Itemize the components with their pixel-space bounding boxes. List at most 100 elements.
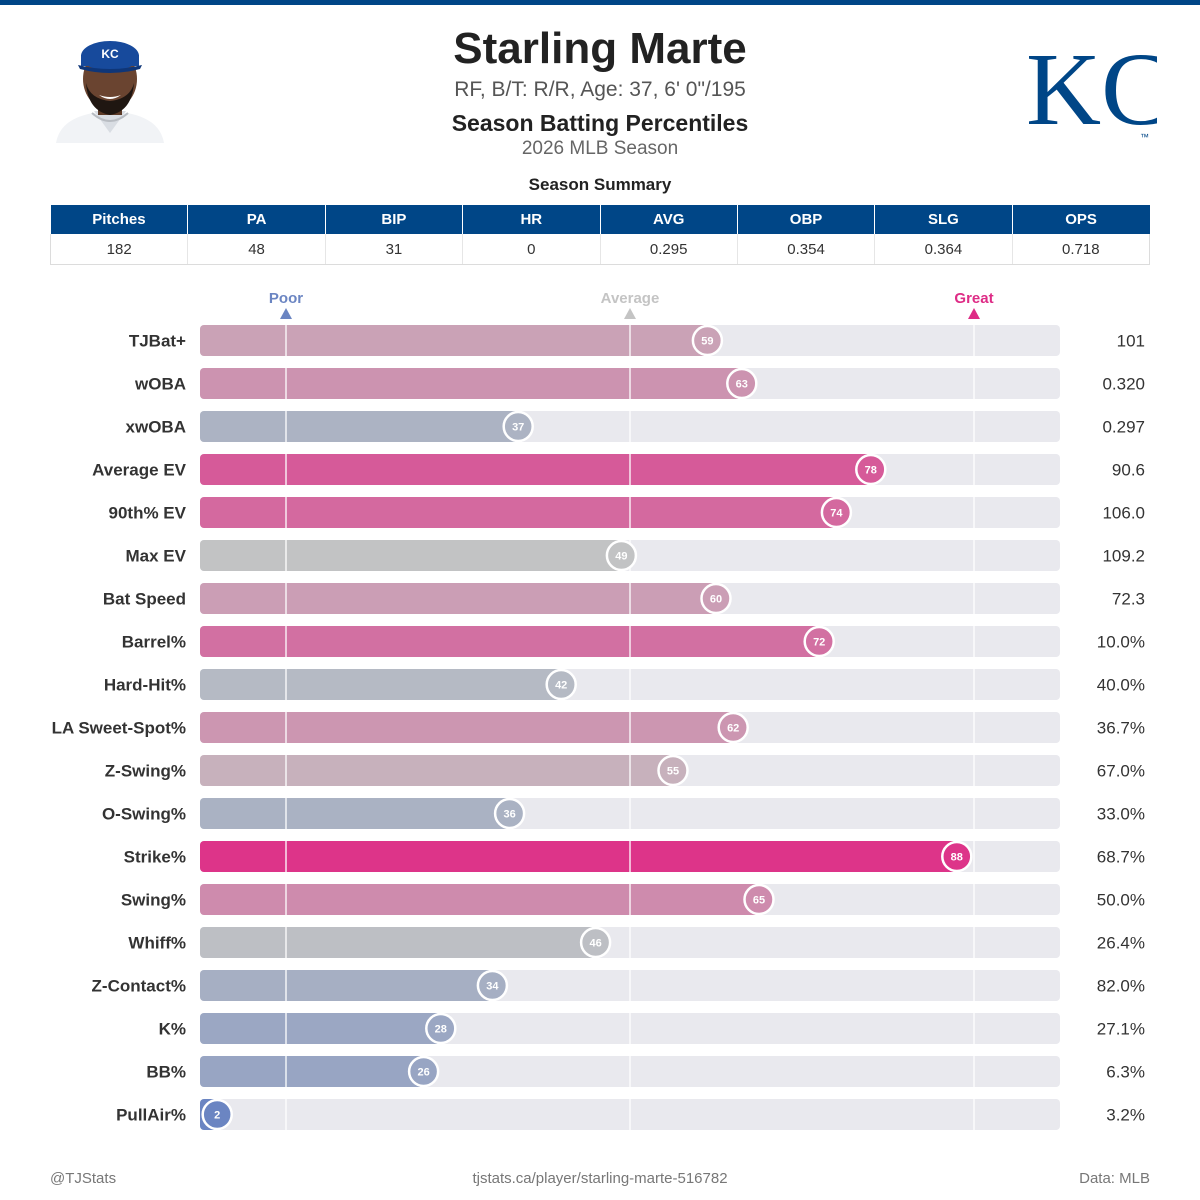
marker-triangle-average: [624, 308, 636, 319]
percentile-label: 34: [486, 981, 499, 993]
summary-header-cell: Pitches: [50, 205, 189, 234]
metric-label: xwOBA: [126, 418, 186, 437]
bar-fill: [200, 411, 519, 442]
percentile-label: 36: [503, 809, 515, 821]
percentile-badge: [579, 926, 612, 959]
stat-value: 0.320: [1102, 375, 1145, 394]
bar-fill: [200, 669, 562, 700]
stat-value: 33.0%: [1097, 805, 1145, 824]
bar-fill: [200, 540, 622, 571]
marker-label-average: Average: [601, 290, 660, 307]
summary-header-cell: PA: [187, 205, 326, 234]
player-bio: RF, B/T: R/R, Age: 37, 6' 0"/195: [454, 78, 746, 101]
summary-title: Season Summary: [528, 175, 672, 194]
footer-handle: @TJStats: [50, 1170, 117, 1187]
bar-fill: [200, 583, 716, 614]
marker-label-great: Great: [954, 290, 993, 307]
summary-header-cell: OBP: [737, 205, 876, 234]
percentile-badge: [407, 1055, 440, 1088]
percentile-badge: [545, 668, 577, 701]
percentile-badge: [726, 367, 758, 400]
percentile-chart: Poor Average Great TJBat+ 59 101 wOBA 63 0.320 xw…: [0, 280, 1200, 1155]
summary-header-cell: BIP: [325, 205, 464, 234]
metric-label: LA Sweet-Spot%: [52, 719, 186, 738]
metric-label: Hard-Hit%: [104, 676, 186, 695]
stat-value: 6.3%: [1106, 1063, 1145, 1082]
percentile-label: 63: [736, 379, 748, 391]
percentile-label: 60: [710, 594, 722, 606]
stat-value: 109.2: [1102, 547, 1145, 566]
summary-header-cell: SLG: [874, 205, 1013, 234]
percentile-badge: [820, 496, 853, 529]
summary-value-cell: 182: [49, 234, 189, 265]
stat-value: 72.3: [1112, 590, 1145, 609]
percentile-label: 26: [417, 1067, 429, 1079]
percentile-label: 62: [727, 723, 739, 735]
metric-label: wOBA: [134, 375, 186, 394]
metric-label: Z-Swing%: [105, 762, 186, 781]
percentile-label: 72: [813, 637, 825, 649]
footer-source: Data: MLB: [1079, 1170, 1150, 1187]
stat-value: 106.0: [1102, 504, 1145, 523]
summary-header-row: Pitches PA BIP HR AVG OBP SLG OPS: [50, 205, 1150, 234]
bar-fill: [200, 1056, 424, 1087]
bar-fill: [200, 454, 871, 485]
percentile-badge: [941, 840, 973, 873]
bar-fill: [200, 626, 820, 657]
metric-label: Max EV: [126, 547, 187, 566]
season-summary-table: Pitches PA BIP HR AVG OBP SLG OPS 182 48…: [49, 205, 1151, 265]
percentile-badge: [605, 539, 638, 572]
percentile-badge: [657, 754, 689, 787]
marker-triangle-poor: [280, 308, 292, 319]
percentile-badge: [502, 410, 534, 443]
percentile-label: 74: [830, 508, 843, 520]
percentile-badge: [425, 1012, 457, 1045]
stat-value: 40.0%: [1097, 676, 1145, 695]
season-label: 2026 MLB Season: [521, 138, 679, 159]
stat-value: 10.0%: [1097, 633, 1145, 652]
top-rule: [0, 0, 1200, 5]
percentile-label: 28: [435, 1024, 447, 1036]
percentile-badge: [476, 969, 509, 1002]
metric-label: TJBat+: [129, 332, 186, 351]
player-name: Starling Marte: [453, 24, 747, 73]
percentile-badge: [700, 582, 732, 615]
bar-fill: [200, 970, 493, 1001]
stat-value: 50.0%: [1097, 891, 1145, 910]
summary-value-cell: 0: [462, 234, 601, 265]
stat-value: 82.0%: [1097, 977, 1145, 996]
percentile-chart-svg: Poor Average Great TJBat+ 59 101 wOBA 63 0.320 xw…: [52, 290, 1145, 1131]
bar-fill: [200, 325, 708, 356]
summary-value-row: 182 48 31 0 0.295 0.354 0.364 0.718: [49, 234, 1151, 265]
stat-value: 26.4%: [1097, 934, 1145, 953]
bar-fill: [200, 841, 957, 872]
summary-value-cell: 48: [187, 234, 326, 265]
svg-text:KC: KC: [101, 47, 119, 61]
summary-value-cell: 0.718: [1012, 234, 1151, 265]
summary-header-cell: AVG: [600, 205, 738, 234]
bar-fill: [200, 712, 734, 743]
trademark-mark: ™: [1140, 132, 1149, 142]
bar-fill: [200, 368, 742, 399]
team-logo-letters: KC: [1026, 32, 1157, 147]
bar-fill: [200, 497, 837, 528]
summary-value-cell: 0.354: [737, 234, 876, 265]
footer-url: tjstats.ca/player/starling-marte-516782: [472, 1170, 728, 1187]
percentile-badge: [201, 1098, 233, 1131]
metric-label: PullAir%: [116, 1106, 186, 1125]
percentile-label: 2: [214, 1110, 220, 1122]
marker-label-poor: Poor: [269, 290, 303, 307]
stat-value: 0.297: [1102, 418, 1145, 437]
percentile-label: 37: [512, 422, 524, 434]
percentile-label: 42: [555, 680, 567, 692]
percentile-badge: [717, 711, 749, 744]
percentile-badge: [803, 625, 835, 658]
stat-value: 3.2%: [1106, 1106, 1145, 1125]
stat-value: 27.1%: [1097, 1020, 1145, 1039]
percentile-label: 55: [667, 766, 679, 778]
chart-title: Season Batting Percentiles: [451, 110, 749, 136]
stat-value: 68.7%: [1097, 848, 1145, 867]
metric-label: Average EV: [92, 461, 187, 480]
bar-fill: [200, 798, 510, 829]
percentile-label: 78: [865, 465, 877, 477]
